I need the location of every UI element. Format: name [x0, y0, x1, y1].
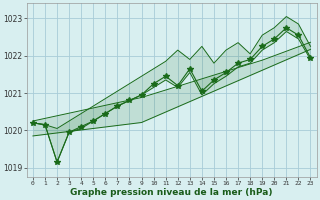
- X-axis label: Graphe pression niveau de la mer (hPa): Graphe pression niveau de la mer (hPa): [70, 188, 273, 197]
